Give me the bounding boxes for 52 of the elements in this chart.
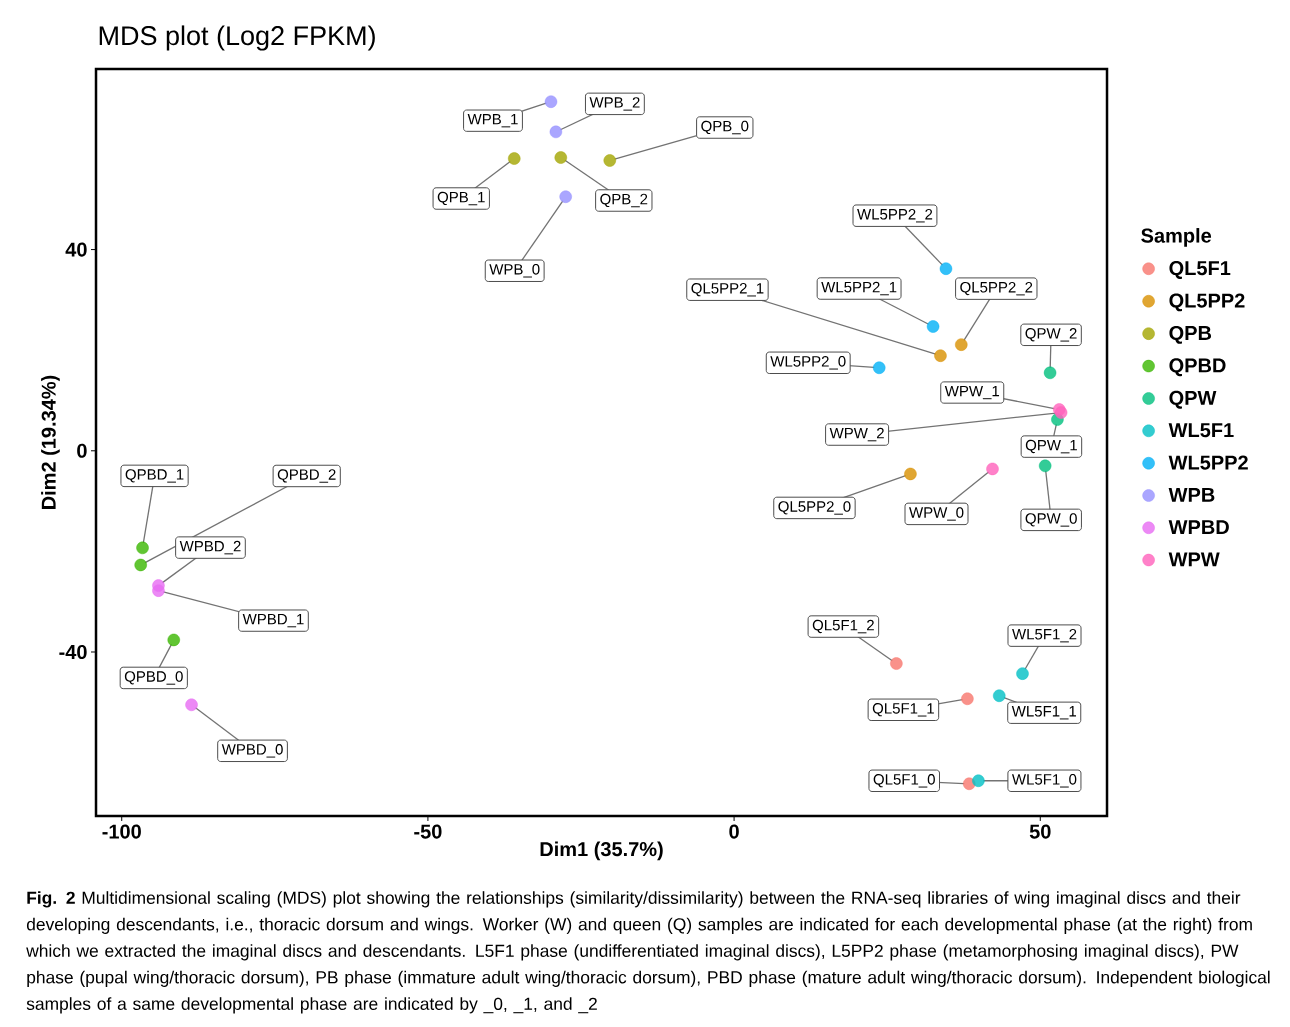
legend-label: QL5F1 [1169,261,1231,279]
legend-label: QPBD [1169,358,1226,377]
annotation: WL5F1_0 [1011,774,1077,788]
annotation: QPB_0 [701,120,749,135]
annotation: WPB_0 [489,264,540,278]
annotation: WL5PP2_1 [821,281,897,296]
legend-label: WPB [1168,487,1215,502]
y-tick-label: 40 [65,242,87,257]
annotation: WL5F1_2 [1012,628,1077,643]
annotation: WPB_1 [467,114,518,128]
legend-label: QPB [1169,325,1212,344]
annotation: WPW_1 [944,385,1000,400]
annotation: QL5F1_2 [812,619,874,634]
annotation: QL5PP2_0 [778,501,851,515]
legend-label: WL5F1 [1168,423,1234,438]
x-tick-label: -50 [414,824,442,839]
annotation: QPB_2 [600,193,648,208]
annotation: WL5F1_1 [1011,706,1077,720]
text: Fig. 2 Multidimensional scaling (MDS) plot showing the relationships (similarity/dissimilarity) between the RNA-seq libraries of wing imaginal discs and their developing descendants, i.e., thoracic dorsum and wings. Worker (W) and queen (Q) samples are indicated for each developmental phase (at the right) from which we extracted the imaginal discs and descendants. L5F1 phase (undifferentiated imaginal discs), L5PP2 phase (metamorphosing imaginal discs), PW phase (pupal wing/thoracic dorsum), PB phase (immature adult wing/thoracic dorsum), PBD phase (mature adult wing/thoracic dorsum). Independent biological samples of a same developmental phase are indicated by _0, _1, and _2 [26,891,1270,1014]
x-tick-label: -100 [102,824,141,839]
y-tick-label: 0 [77,443,87,458]
annotation: QPW_0 [1025,513,1077,527]
x-axis-title: Dim1 (35.7%) [540,841,663,861]
legend-title: Sample [1141,228,1212,247]
annotation: QPBD_2 [277,469,336,483]
annotation: WPBD_2 [179,540,241,555]
annotation: WPW_2 [829,427,884,442]
annotation: QL5F1_0 [873,774,935,788]
annotation: QPBD_1 [125,469,184,483]
annotation: WPW_0 [909,507,964,521]
chart-title: MDS plot (Log2 FPKM) [99,25,375,51]
y-tick-label: -40 [59,644,87,660]
legend-label: QL5PP2 [1169,293,1245,312]
annotation: QPB_1 [437,191,485,206]
annotation: QL5F1_1 [872,703,934,717]
annotation: QPBD_0 [124,671,183,685]
legend-label: WPW [1168,552,1220,567]
annotation: WPBD_1 [242,613,304,628]
annotation: QL5PP2_1 [691,282,764,297]
x-tick-label: 50 [1029,824,1051,839]
annotation: QPW_2 [1025,328,1077,342]
annotation: WL5PP2_2 [857,208,933,223]
y-axis-title: Dim2 (19.34%) [41,375,60,509]
annotation: WPBD_0 [221,744,283,758]
annotation: QL5PP2_2 [960,281,1033,296]
legend-label: QPW [1169,390,1217,409]
legend-label: WL5PP2 [1168,455,1248,470]
x-tick-label: 0 [729,824,739,839]
legend-label: WPBD [1168,520,1229,534]
annotation: WPB_2 [589,97,640,111]
annotation: WL5PP2_0 [770,356,846,370]
annotation: QPW_1 [1025,439,1077,454]
